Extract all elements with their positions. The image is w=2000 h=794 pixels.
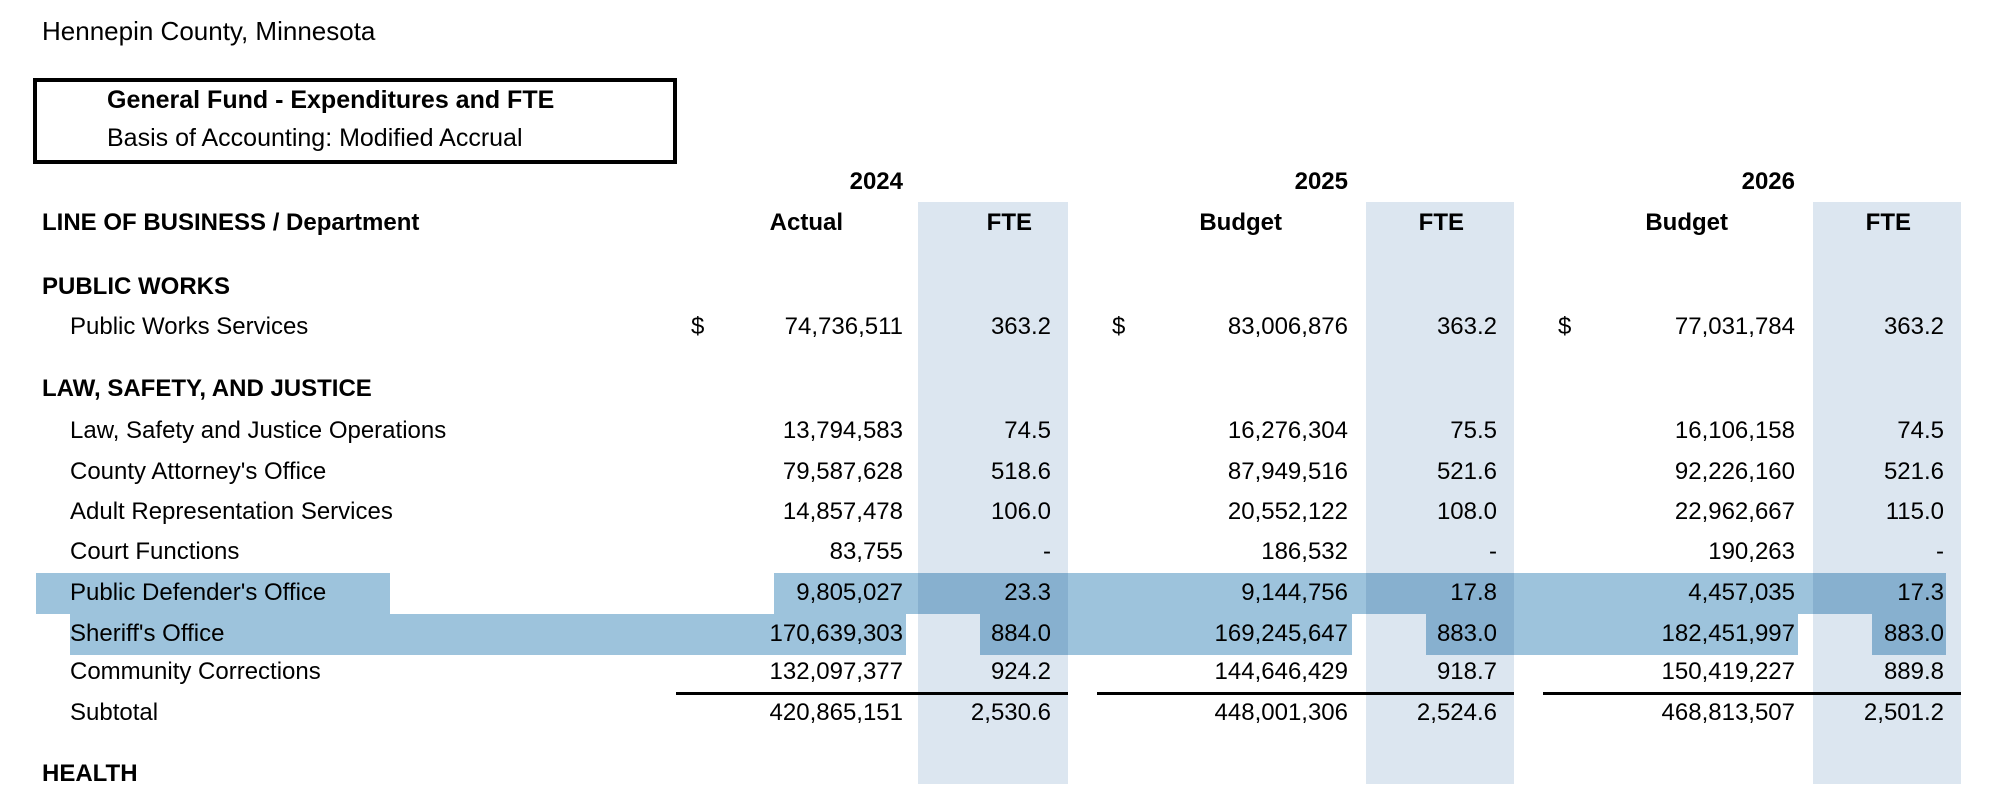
table-row: Community Corrections 132,097,377 924.2 144… — [0, 652, 2000, 692]
fte-2026: 521.6 — [1883, 458, 1944, 485]
fte-2024: 518.6 — [990, 458, 1051, 485]
value-2026: 77,031,784 — [1674, 313, 1795, 340]
header-actual-2024: Actual — [769, 209, 843, 236]
fte-2025: 75.5 — [1450, 417, 1497, 444]
header-fte-2026: FTE — [1865, 209, 1911, 236]
value-2025: 144,646,429 — [1214, 658, 1348, 685]
section-health: HEALTH — [0, 754, 2000, 794]
header-fte-2025: FTE — [1418, 209, 1464, 236]
table-row: Court Functions 83,755 - 186,532 - 190,263 - — [0, 532, 2000, 572]
row-label: Adult Representation Services — [70, 498, 393, 525]
selection-highlight — [1426, 614, 1798, 655]
table-row: County Attorney's Office 79,587,628 518.6 8… — [0, 452, 2000, 492]
row-label: Public Works Services — [70, 313, 309, 340]
value-2026: 190,263 — [1708, 538, 1795, 565]
subtotal-rule-2025 — [1097, 692, 1514, 695]
value-2025: 87,949,516 — [1227, 458, 1348, 485]
fte-2025: 2,524.6 — [1416, 699, 1497, 726]
row-label: Law, Safety and Justice Operations — [70, 417, 447, 444]
year-2026: 2026 — [1741, 168, 1795, 195]
value-2025: 16,276,304 — [1227, 417, 1348, 444]
fte-2025: 918.7 — [1436, 658, 1497, 685]
fte-2024: 106.0 — [990, 498, 1051, 525]
value-2025: 83,006,876 — [1227, 313, 1348, 340]
header-label: LINE OF BUSINESS / Department — [42, 209, 420, 236]
fte-column-shading-2024 — [918, 202, 1068, 784]
value-2024: 14,857,478 — [782, 498, 903, 525]
fte-2025: 108.0 — [1436, 498, 1497, 525]
subtotal-row: Subtotal 420,865,151 2,530.6 448,001,306 2,5… — [0, 693, 2000, 733]
fte-2024: - — [1043, 538, 1051, 565]
value-2024: 13,794,583 — [782, 417, 903, 444]
header-fte-2024: FTE — [986, 209, 1032, 236]
fte-2025: - — [1489, 538, 1497, 565]
value-2026: 468,813,507 — [1661, 699, 1795, 726]
value-2024: 83,755 — [829, 538, 903, 565]
fte-2026: 74.5 — [1897, 417, 1944, 444]
section-title: HEALTH — [42, 760, 138, 787]
row-label: Court Functions — [70, 538, 240, 565]
table-row: Public Works Services $ 74,736,511 363.2… — [0, 307, 2000, 347]
row-label: Subtotal — [70, 699, 159, 726]
section-public-works: PUBLIC WORKS — [0, 267, 2000, 307]
table-row: Adult Representation Services 14,857,478 1… — [0, 492, 2000, 532]
fte-2024: 363.2 — [990, 313, 1051, 340]
value-2025: 448,001,306 — [1214, 699, 1348, 726]
title-box: General Fund - Expenditures and FTE Basi… — [33, 78, 677, 164]
value-2024: 420,865,151 — [769, 699, 903, 726]
fte-2026: 115.0 — [1885, 498, 1944, 525]
currency-symbol: $ — [691, 313, 705, 340]
fte-2026: 889.8 — [1883, 658, 1944, 685]
fte-column-shading-2026 — [1813, 202, 1961, 784]
selection-highlight — [1872, 614, 1946, 655]
section-title: PUBLIC WORKS — [42, 273, 230, 300]
row-label: County Attorney's Office — [70, 458, 327, 485]
year-header-row: 2024 2025 2026 — [0, 162, 2000, 202]
value-2024: 74,736,511 — [784, 313, 903, 340]
header-budget-2025: Budget — [1199, 209, 1282, 236]
year-2025: 2025 — [1294, 168, 1348, 195]
currency-symbol: $ — [1558, 313, 1572, 340]
fte-2025: 363.2 — [1436, 313, 1497, 340]
selection-highlight — [36, 573, 390, 614]
table-row: Law, Safety and Justice Operations 13,794… — [0, 411, 2000, 451]
row-label: Community Corrections — [70, 658, 321, 685]
header-budget-2026: Budget — [1645, 209, 1728, 236]
currency-symbol: $ — [1112, 313, 1126, 340]
section-law-safety-justice: LAW, SAFETY, AND JUSTICE — [0, 369, 2000, 409]
value-2025: 186,532 — [1261, 538, 1348, 565]
fte-2026: 2,501.2 — [1863, 699, 1944, 726]
fte-2024: 74.5 — [1004, 417, 1051, 444]
fte-2024: 924.2 — [990, 658, 1051, 685]
fte-2025: 521.6 — [1436, 458, 1497, 485]
selection-highlight — [774, 573, 1946, 614]
value-2026: 150,419,227 — [1661, 658, 1795, 685]
page-title: Hennepin County, Minnesota — [42, 16, 376, 46]
subtotal-rule-2026 — [1543, 692, 1961, 695]
value-2026: 92,226,160 — [1674, 458, 1795, 485]
selection-highlight — [980, 614, 1352, 655]
fte-2026: 363.2 — [1883, 313, 1944, 340]
value-2024: 132,097,377 — [769, 658, 903, 685]
value-2025: 20,552,122 — [1227, 498, 1348, 525]
column-header-row: LINE OF BUSINESS / Department Actual FTE… — [0, 203, 2000, 243]
fte-column-shading-2025 — [1366, 202, 1514, 784]
value-2024: 79,587,628 — [782, 458, 903, 485]
box-subtitle: Basis of Accounting: Modified Accrual — [107, 124, 523, 152]
section-title: LAW, SAFETY, AND JUSTICE — [42, 375, 372, 402]
value-2026: 22,962,667 — [1674, 498, 1795, 525]
subtotal-rule-2024 — [676, 692, 1068, 695]
box-title: General Fund - Expenditures and FTE — [107, 86, 555, 114]
value-2026: 16,106,158 — [1674, 417, 1795, 444]
fte-2024: 2,530.6 — [970, 699, 1051, 726]
selection-highlight — [70, 614, 906, 655]
year-2024: 2024 — [849, 168, 903, 195]
fte-2026: - — [1936, 538, 1944, 565]
